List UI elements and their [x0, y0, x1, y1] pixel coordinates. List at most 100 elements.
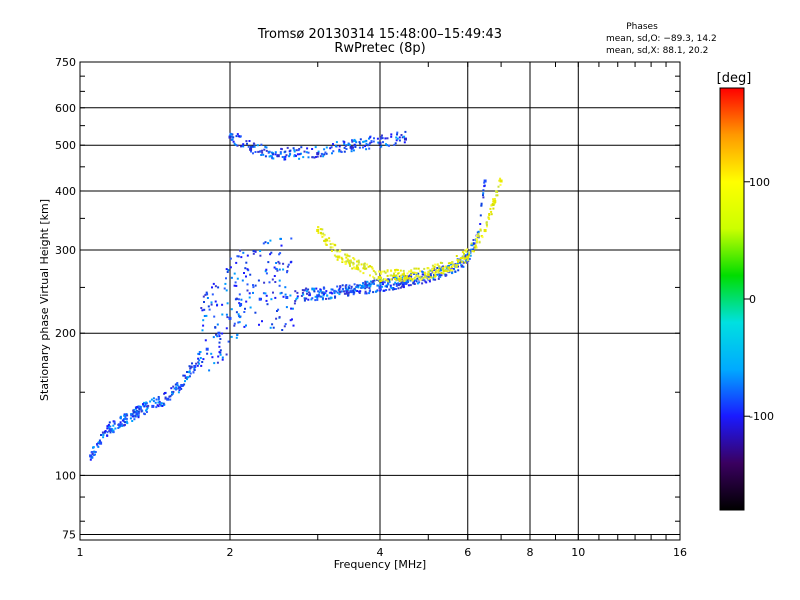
data-point — [182, 374, 185, 377]
data-point — [216, 361, 219, 364]
data-point — [352, 262, 355, 265]
data-point — [252, 250, 255, 253]
data-point — [354, 289, 357, 292]
data-point — [107, 423, 110, 426]
data-point — [329, 246, 332, 249]
data-point — [379, 289, 382, 292]
data-point — [307, 288, 310, 291]
data-point — [323, 239, 326, 242]
data-point — [325, 243, 328, 246]
data-point — [280, 237, 282, 240]
data-point — [276, 310, 278, 312]
data-point — [172, 390, 175, 393]
data-point — [352, 289, 355, 292]
data-point — [352, 149, 355, 152]
data-point — [143, 412, 145, 415]
data-point — [327, 297, 330, 300]
grid — [80, 62, 680, 540]
data-point — [336, 285, 339, 288]
data-point — [358, 146, 361, 149]
data-point — [139, 407, 142, 410]
data-point — [183, 383, 186, 386]
data-point — [288, 155, 291, 158]
data-point — [130, 414, 133, 417]
data-point — [216, 335, 219, 338]
colorbar — [719, 87, 745, 511]
data-point — [338, 150, 341, 153]
data-point — [498, 179, 501, 182]
data-point — [399, 269, 402, 272]
data-point — [334, 145, 337, 148]
data-point — [402, 286, 405, 289]
data-point — [411, 271, 414, 274]
chart-title: Tromsø 20130314 15:48:00–15:49:43 — [257, 27, 502, 42]
y-tick-label: 300 — [55, 244, 76, 257]
data-point — [125, 417, 128, 420]
data-point — [156, 404, 159, 407]
data-point — [499, 183, 502, 186]
data-point — [322, 232, 325, 235]
data-point — [317, 290, 320, 293]
data-point — [379, 288, 382, 291]
data-point — [267, 242, 270, 245]
data-point — [258, 323, 260, 326]
data-point — [345, 260, 348, 263]
data-point — [404, 278, 407, 281]
data-point — [379, 136, 382, 139]
data-point — [350, 261, 353, 264]
data-point — [441, 262, 444, 264]
data-point — [279, 152, 282, 155]
data-point — [399, 277, 402, 280]
data-point — [279, 151, 282, 154]
data-point — [416, 282, 419, 285]
data-point — [442, 272, 445, 275]
data-point — [274, 281, 277, 283]
data-point — [405, 275, 408, 278]
data-point — [302, 156, 305, 159]
data-point — [397, 287, 400, 290]
data-point — [347, 294, 349, 297]
x-axis-ticks: 1 2 4 6 8 10 16 — [77, 62, 687, 559]
data-point — [342, 290, 345, 293]
series-point — [483, 229, 487, 232]
data-point — [477, 235, 480, 238]
data-point — [444, 269, 447, 272]
data-point — [297, 149, 300, 152]
data-point — [280, 291, 283, 294]
data-point — [177, 391, 180, 394]
data-point — [277, 308, 280, 311]
data-point — [145, 409, 147, 412]
data-point — [492, 200, 495, 203]
data-point — [279, 252, 282, 255]
data-point — [198, 362, 200, 365]
data-point — [249, 146, 252, 148]
data-point — [313, 287, 316, 290]
data-point — [318, 291, 321, 294]
data-point — [415, 274, 418, 277]
data-point — [123, 424, 126, 427]
data-point — [321, 291, 324, 294]
data-point — [362, 146, 364, 149]
data-point — [413, 280, 416, 283]
colorbar-ticks: 100 0 -100 — [744, 176, 774, 423]
data-point — [224, 282, 227, 285]
data-point — [221, 356, 224, 359]
data-point — [422, 271, 424, 274]
data-point — [338, 148, 341, 151]
data-point — [244, 267, 247, 270]
data-point — [154, 401, 157, 404]
data-point — [410, 269, 413, 272]
data-point — [456, 262, 459, 265]
data-point — [388, 288, 391, 291]
data-point — [389, 286, 392, 289]
data-point — [150, 398, 153, 401]
data-point — [226, 271, 229, 273]
data-point — [408, 274, 411, 277]
data-point — [359, 290, 362, 293]
data-point — [430, 276, 433, 279]
data-point — [164, 392, 166, 394]
data-point — [269, 253, 272, 256]
data-point — [326, 294, 329, 297]
data-point — [207, 305, 210, 308]
data-point — [178, 388, 181, 390]
